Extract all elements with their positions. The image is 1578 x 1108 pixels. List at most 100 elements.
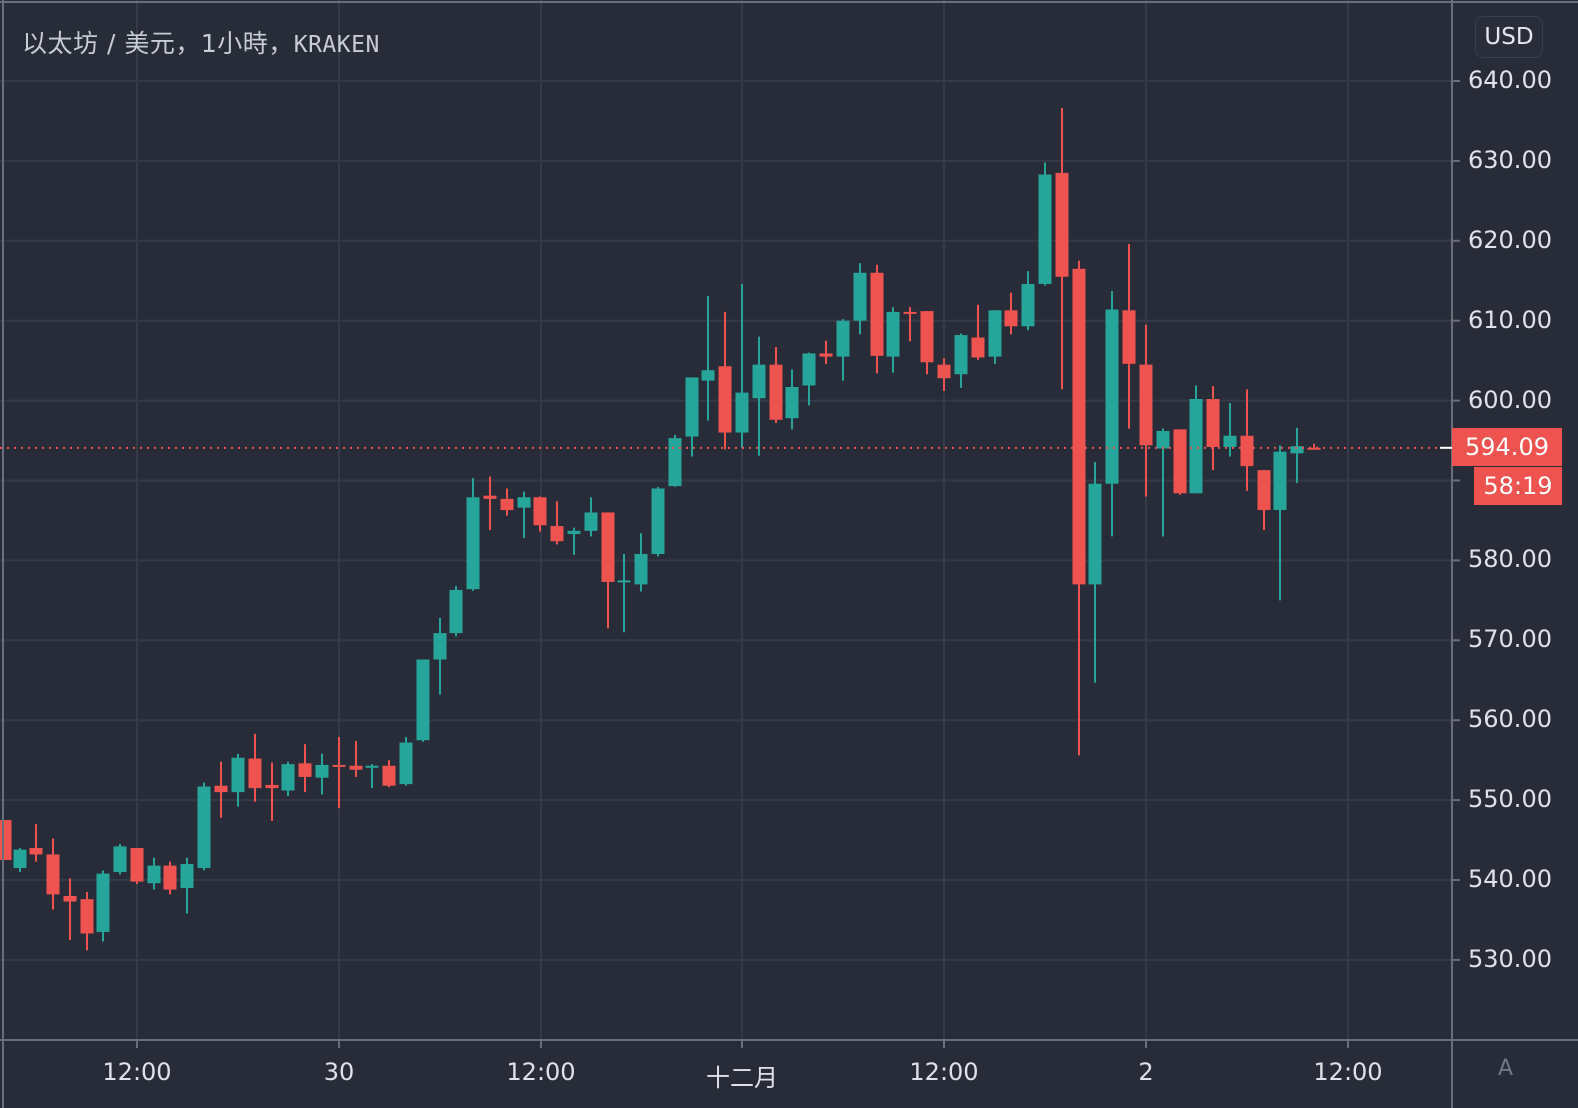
time-label: 12:00 [102, 1058, 172, 1086]
candle [265, 762, 279, 821]
candle [248, 733, 262, 802]
candle [601, 512, 615, 629]
time-label: 十二月 [706, 1064, 778, 1092]
candle [63, 878, 77, 940]
candle [130, 848, 144, 884]
candle [231, 753, 245, 807]
candle [567, 527, 581, 555]
candle [281, 761, 295, 797]
grid-lines [0, 0, 1452, 1040]
candle [634, 533, 648, 592]
candle [853, 263, 867, 335]
candle [0, 820, 12, 861]
time-label: 12:00 [909, 1058, 979, 1086]
exchange-label: KRAKEN [293, 32, 380, 58]
candle [836, 319, 850, 381]
candle [1273, 445, 1287, 601]
price-label: 640.00 [1468, 66, 1552, 94]
candle [1105, 291, 1119, 537]
candle [466, 478, 480, 591]
axis-ticks [136, 80, 1460, 1048]
price-label: 580.00 [1468, 545, 1552, 574]
candle [214, 761, 228, 818]
candle [584, 497, 598, 537]
candle [1206, 386, 1220, 471]
candle [416, 659, 430, 742]
candle [80, 891, 94, 951]
candle [1038, 162, 1052, 286]
candle [46, 838, 60, 910]
candle [735, 283, 749, 448]
candle [332, 736, 346, 809]
candle [1139, 324, 1153, 497]
candle [96, 870, 110, 942]
currency-button[interactable]: USD [1475, 16, 1543, 58]
candle [1122, 243, 1136, 429]
candle [382, 760, 396, 788]
candle [886, 307, 900, 373]
candle [1189, 385, 1203, 494]
candle [550, 501, 564, 545]
candle [449, 585, 463, 637]
price-label: 610.00 [1468, 305, 1552, 334]
candle [971, 304, 985, 360]
candle [668, 434, 682, 487]
candle [1088, 462, 1102, 683]
price-label: 630.00 [1468, 145, 1552, 174]
current-price-tag: 594.09 [1452, 428, 1562, 466]
candle [533, 496, 547, 532]
candle [617, 554, 631, 633]
symbol-label: 以太坊 / 美元，1小時， [22, 29, 294, 58]
candle [819, 340, 833, 364]
candle [870, 264, 884, 374]
candle [365, 764, 379, 789]
price-label: 540.00 [1468, 865, 1552, 893]
candle [163, 861, 177, 895]
candle [785, 369, 799, 430]
candle [1072, 260, 1086, 756]
price-label: 530.00 [1468, 944, 1552, 973]
candle [769, 347, 783, 423]
candle [29, 824, 43, 862]
candle [685, 377, 699, 457]
bar-countdown: 58:19 [1474, 467, 1562, 505]
time-label: 30 [323, 1058, 355, 1086]
candle [988, 310, 1002, 364]
candle [937, 358, 951, 392]
candle [315, 753, 329, 795]
candle [1055, 108, 1069, 390]
candle [147, 857, 161, 890]
candle [433, 617, 447, 695]
candle [298, 744, 312, 793]
auto-scale-button[interactable]: A [1498, 1056, 1514, 1081]
chart-title: 以太坊 / 美元，1小時，KRAKEN [22, 24, 380, 60]
candle [1240, 389, 1254, 491]
candle [399, 736, 413, 786]
candle [701, 295, 715, 421]
candle [718, 311, 732, 450]
candle [1173, 429, 1187, 495]
candle [349, 740, 363, 777]
time-label: 12:00 [506, 1058, 576, 1086]
candle [1290, 427, 1304, 483]
candle [517, 491, 531, 539]
candle [180, 857, 194, 914]
candle [651, 486, 665, 557]
candle [1004, 292, 1018, 335]
candle [1257, 470, 1271, 531]
time-label: 12:00 [1313, 1058, 1383, 1086]
candle [113, 844, 127, 875]
price-label: 570.00 [1468, 625, 1552, 654]
candle [1307, 443, 1321, 450]
candle [752, 336, 766, 456]
candle [483, 476, 497, 531]
price-label: 560.00 [1468, 705, 1552, 734]
candle [1156, 428, 1170, 537]
time-label: 2 [1138, 1058, 1154, 1086]
candles [0, 108, 1321, 951]
price-label: 620.00 [1468, 225, 1552, 254]
candle [13, 848, 27, 873]
candle [1223, 402, 1237, 457]
candle [954, 333, 968, 388]
